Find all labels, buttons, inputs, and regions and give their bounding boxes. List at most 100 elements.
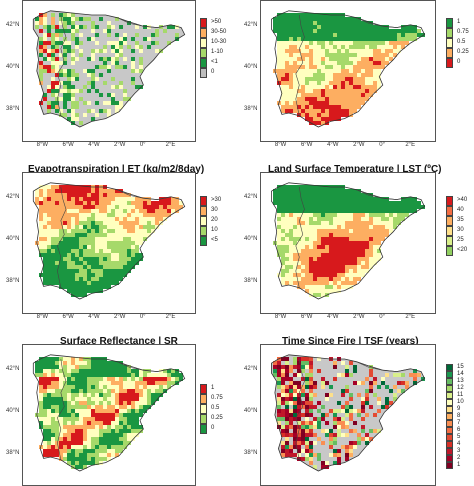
raster-cell (59, 389, 63, 393)
raster-cell (297, 17, 301, 21)
raster-cell (317, 221, 321, 225)
raster-cell (301, 229, 305, 233)
raster-cell (55, 101, 59, 105)
raster-cell (337, 425, 341, 429)
raster-cell (361, 425, 365, 429)
raster-cell (71, 269, 75, 273)
raster-cell (305, 213, 309, 217)
raster-cell (63, 41, 67, 45)
raster-cell (75, 45, 79, 49)
raster-cell (301, 189, 305, 193)
raster-cell (309, 265, 313, 269)
raster-cell (71, 405, 75, 409)
france-border (356, 17, 411, 28)
raster-cell (337, 81, 341, 85)
raster-cell (143, 25, 147, 29)
raster-cell (329, 77, 333, 81)
raster-cell (47, 69, 51, 73)
raster-cell (385, 221, 389, 225)
raster-cell (345, 237, 349, 241)
raster-cell (99, 457, 103, 461)
raster-cell (309, 233, 313, 237)
raster-cell (289, 61, 293, 65)
raster-cell (345, 385, 349, 389)
raster-cell (99, 249, 103, 253)
raster-cell (325, 17, 329, 21)
raster-cell (43, 413, 47, 417)
raster-cell (285, 109, 289, 113)
raster-cell (63, 281, 67, 285)
raster-cell (139, 233, 143, 237)
raster-cell (361, 69, 365, 73)
raster-cell (55, 237, 59, 241)
raster-cell (75, 197, 79, 201)
raster-cell (401, 25, 405, 29)
raster-cell (99, 445, 103, 449)
raster-cell (321, 101, 325, 105)
raster-cell (107, 221, 111, 225)
raster-cell (305, 41, 309, 45)
raster-cell (309, 97, 313, 101)
raster-cell (79, 217, 83, 221)
raster-cell (71, 369, 75, 373)
raster-cell (313, 221, 317, 225)
raster-cell (305, 425, 309, 429)
raster-cell (139, 201, 143, 205)
raster-cell (63, 237, 67, 241)
raster-cell (353, 193, 357, 197)
raster-cell (341, 221, 345, 225)
raster-cell (123, 229, 127, 233)
raster-cell (43, 445, 47, 449)
raster-cell (293, 65, 297, 69)
raster-cell (107, 93, 111, 97)
raster-cell (103, 49, 107, 53)
raster-cell (301, 225, 305, 229)
raster-cell (143, 381, 147, 385)
raster-cell (337, 205, 341, 209)
raster-cell (349, 249, 353, 253)
raster-cell (103, 101, 107, 105)
raster-cell (55, 357, 59, 361)
raster-cell (95, 413, 99, 417)
raster-cell (357, 237, 361, 241)
france-border (117, 189, 171, 200)
raster-cell (361, 241, 365, 245)
raster-cell (95, 245, 99, 249)
raster-cell (103, 261, 107, 265)
raster-cell (321, 441, 325, 445)
raster-cell (281, 237, 285, 241)
raster-cell (293, 81, 297, 85)
raster-cell (151, 201, 155, 205)
raster-cell (143, 233, 147, 237)
raster-cell (135, 33, 139, 37)
raster-cell (63, 189, 67, 193)
raster-cell (281, 189, 285, 193)
raster-cell (99, 461, 103, 465)
raster-cell (337, 277, 341, 281)
raster-cell (43, 37, 47, 41)
raster-cell (87, 373, 91, 377)
raster-cell (107, 225, 111, 229)
raster-cell (111, 373, 115, 377)
raster-cell (99, 377, 103, 381)
raster-cell (289, 229, 293, 233)
raster-cell (329, 221, 333, 225)
raster-cell (127, 45, 131, 49)
raster-cell (301, 253, 305, 257)
raster-cell (365, 437, 369, 441)
raster-cell (277, 241, 281, 245)
raster-cell (281, 29, 285, 33)
raster-cell (35, 21, 39, 25)
raster-cell (333, 57, 337, 61)
raster-cell (289, 269, 293, 273)
raster-cell (281, 393, 285, 397)
raster-cell (353, 229, 357, 233)
france-border (117, 17, 171, 28)
raster-cell (119, 201, 123, 205)
raster-cell (51, 273, 55, 277)
raster-cell (369, 49, 373, 53)
raster-cell (281, 277, 285, 281)
raster-cell (297, 73, 301, 77)
raster-cell (47, 253, 51, 257)
raster-cell (369, 217, 373, 221)
